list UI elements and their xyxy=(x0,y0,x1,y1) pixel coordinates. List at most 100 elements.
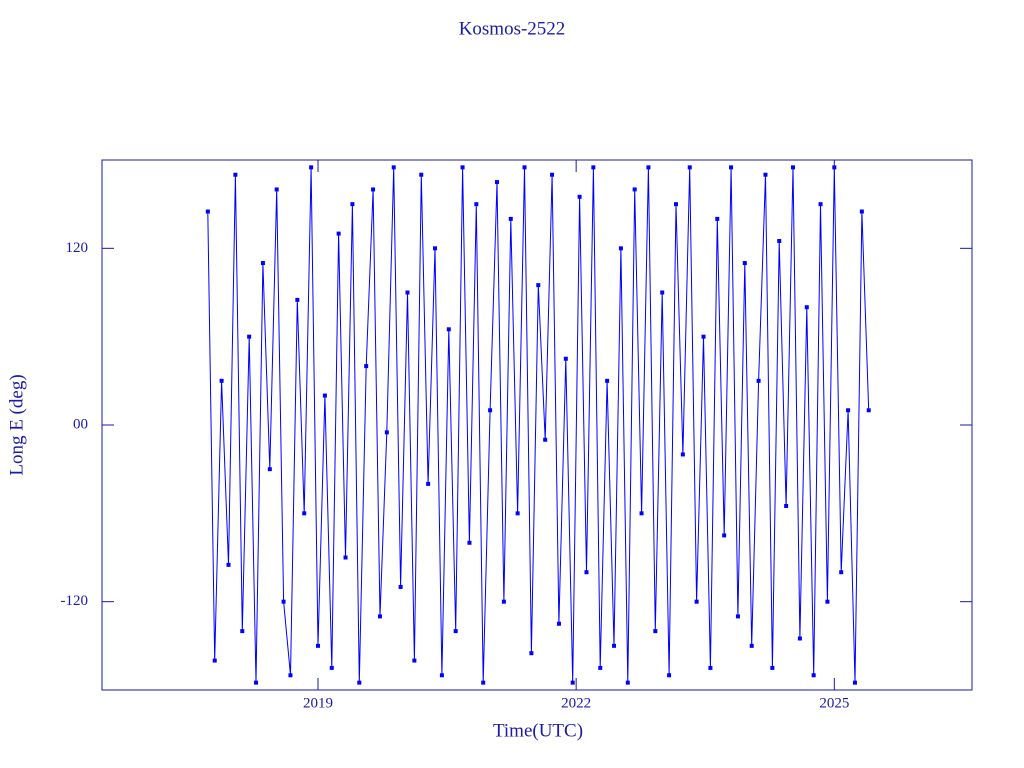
data-point xyxy=(254,680,259,685)
data-point xyxy=(371,187,376,192)
data-point xyxy=(694,599,699,604)
data-point xyxy=(605,378,610,383)
data-point xyxy=(260,261,265,266)
data-point xyxy=(247,334,252,339)
y-tick-label: 120 xyxy=(66,240,89,256)
data-point xyxy=(377,614,382,619)
data-point xyxy=(453,629,458,634)
data-point xyxy=(591,165,596,170)
data-point xyxy=(653,629,658,634)
data-point xyxy=(364,364,369,369)
data-point xyxy=(309,165,314,170)
chart-title: Kosmos-2522 xyxy=(459,18,566,39)
data-point xyxy=(598,665,603,670)
data-point xyxy=(433,246,438,251)
data-point xyxy=(357,680,362,685)
data-point xyxy=(742,261,747,266)
data-point xyxy=(818,202,823,207)
data-point xyxy=(852,680,857,685)
data-point xyxy=(240,629,245,634)
y-axis-label: Long E (deg) xyxy=(6,374,27,475)
data-point xyxy=(501,599,506,604)
data-point xyxy=(763,172,768,177)
data-point xyxy=(398,584,403,589)
y-tick-label: 00 xyxy=(73,416,88,432)
data-point xyxy=(488,408,493,413)
data-point xyxy=(639,511,644,516)
data-point xyxy=(556,621,561,626)
data-point xyxy=(660,290,665,295)
data-point xyxy=(522,165,527,170)
data-point xyxy=(770,665,775,670)
data-point xyxy=(329,665,334,670)
data-point xyxy=(673,202,678,207)
data-point xyxy=(467,540,472,545)
data-point xyxy=(632,187,637,192)
data-point xyxy=(708,665,713,670)
data-point xyxy=(804,305,809,310)
data-point xyxy=(722,533,727,538)
data-point xyxy=(839,570,844,575)
data-point xyxy=(577,194,582,199)
data-point xyxy=(494,180,499,185)
data-point xyxy=(446,327,451,332)
data-point xyxy=(460,165,465,170)
data-point xyxy=(543,437,548,442)
data-point xyxy=(701,334,706,339)
data-point xyxy=(791,165,796,170)
data-point xyxy=(749,643,754,648)
data-point xyxy=(680,452,685,457)
data-point xyxy=(735,614,740,619)
data-point xyxy=(612,643,617,648)
data-point xyxy=(350,202,355,207)
data-point xyxy=(439,673,444,678)
x-tick-label: 2019 xyxy=(303,695,333,711)
data-point xyxy=(288,673,293,678)
data-point xyxy=(267,467,272,472)
data-point xyxy=(784,503,789,508)
data-point xyxy=(481,680,486,685)
data-point xyxy=(281,599,286,604)
y-tick-label: -120 xyxy=(61,593,89,609)
data-point xyxy=(715,216,720,221)
x-tick-label: 2022 xyxy=(561,695,591,711)
data-point xyxy=(529,651,534,656)
data-point xyxy=(295,297,300,302)
data-point xyxy=(508,216,513,221)
data-point xyxy=(391,165,396,170)
data-point xyxy=(343,555,348,560)
data-point xyxy=(866,408,871,413)
data-point xyxy=(536,283,541,288)
data-point xyxy=(212,658,217,663)
data-point xyxy=(584,570,589,575)
data-point xyxy=(226,562,231,567)
data-point xyxy=(667,673,672,678)
data-point xyxy=(233,172,238,177)
data-point xyxy=(205,209,210,214)
data-point xyxy=(756,378,761,383)
data-point xyxy=(302,511,307,516)
data-point xyxy=(687,165,692,170)
data-point xyxy=(322,393,327,398)
data-point xyxy=(474,202,479,207)
data-point xyxy=(846,408,851,413)
data-point xyxy=(315,643,320,648)
data-point xyxy=(825,599,830,604)
data-point xyxy=(729,165,734,170)
data-point xyxy=(412,658,417,663)
data-point xyxy=(426,481,431,486)
x-axis-label: Time(UTC) xyxy=(493,720,583,741)
data-point xyxy=(859,209,864,214)
data-point xyxy=(550,172,555,177)
data-point xyxy=(336,231,341,236)
data-point xyxy=(219,378,224,383)
data-point xyxy=(563,356,568,361)
data-point xyxy=(618,246,623,251)
data-point xyxy=(625,680,630,685)
data-point xyxy=(570,680,575,685)
data-point xyxy=(515,511,520,516)
data-point xyxy=(274,187,279,192)
